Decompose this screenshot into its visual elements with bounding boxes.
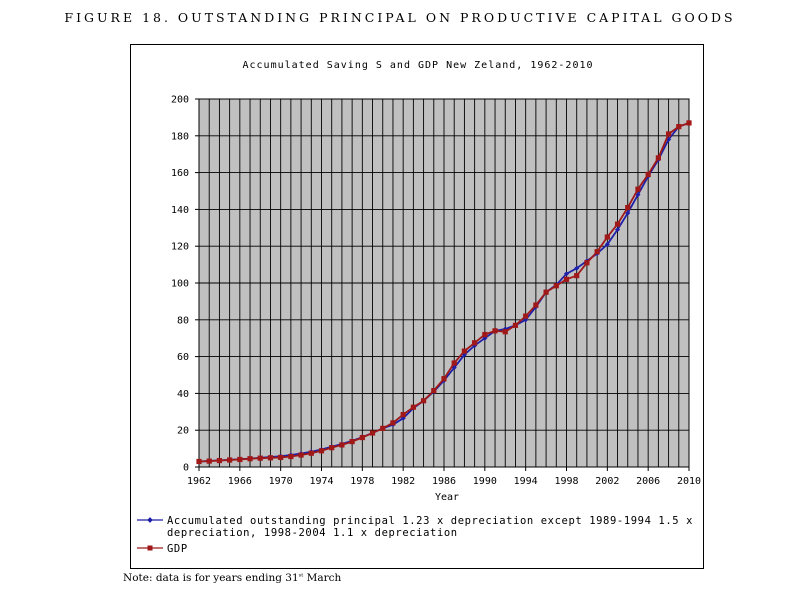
- legend-label-gdp: GDP: [167, 543, 188, 555]
- data-point-gdp: [369, 430, 376, 436]
- data-point-gdp: [441, 376, 447, 382]
- footnote-text: Note: data is for years ending 31: [123, 572, 299, 584]
- plot-area: 0 20 40 60 80 100 120 140 160 180 200 1962 1966 1970 1…: [171, 95, 701, 488]
- x-tick-label: 1994: [514, 476, 538, 487]
- data-point-gdp: [604, 234, 610, 240]
- data-point-gdp: [482, 331, 488, 338]
- data-point-gdp: [278, 454, 284, 461]
- data-point-gdp: [318, 448, 325, 454]
- x-tick-label: 1974: [309, 476, 333, 487]
- chart-title: Accumulated Saving S and GDP New Zeland,…: [242, 60, 593, 71]
- data-point-gdp: [574, 273, 580, 279]
- data-point-gdp: [247, 456, 253, 462]
- data-point-gdp: [390, 420, 396, 426]
- y-tick-label: 20: [177, 426, 189, 437]
- y-tick-label: 100: [171, 279, 189, 290]
- data-point-gdp: [359, 434, 365, 441]
- data-point-principal: [614, 227, 621, 233]
- data-point-gdp: [533, 302, 539, 308]
- data-point-gdp: [298, 452, 304, 458]
- data-point-gdp: [543, 289, 549, 295]
- footnote-superscript: st: [298, 572, 304, 579]
- data-point-gdp: [635, 186, 641, 192]
- data-point-gdp: [237, 456, 243, 463]
- y-tick-label: 160: [171, 168, 189, 179]
- x-tick-label: 2002: [595, 476, 619, 487]
- data-point-principal: [574, 265, 580, 271]
- y-tick-label: 180: [171, 131, 189, 142]
- x-tick-label: 2006: [636, 476, 660, 487]
- y-tick-label: 140: [171, 205, 189, 216]
- data-point-gdp: [329, 445, 335, 451]
- data-point-gdp: [308, 450, 314, 456]
- data-point-gdp: [420, 398, 427, 404]
- x-tick-label: 1990: [473, 476, 497, 487]
- data-point-gdp: [227, 457, 233, 463]
- data-point-gdp: [502, 329, 508, 335]
- legend-marker-gdp: [147, 545, 153, 551]
- data-point-gdp: [512, 322, 519, 328]
- data-point-gdp: [339, 442, 345, 448]
- y-tick-label: 120: [171, 242, 189, 253]
- data-point-gdp: [349, 439, 355, 445]
- data-point-gdp: [431, 388, 437, 394]
- data-point-gdp: [563, 276, 570, 282]
- y-tick-label: 40: [177, 389, 189, 400]
- y-tick-label: 200: [171, 95, 189, 106]
- figure-title: FIGURE 18. OUTSTANDING PRINCIPAL ON PROD…: [64, 10, 736, 25]
- data-point-gdp: [196, 458, 202, 465]
- data-point-gdp: [206, 458, 212, 464]
- chart-frame: Accumulated Saving S and GDP New Zeland,…: [130, 44, 704, 569]
- x-tick-label: 1986: [432, 476, 456, 487]
- data-point-gdp: [523, 313, 529, 319]
- y-tick-label: 80: [177, 315, 189, 326]
- x-tick-label: 1982: [391, 476, 415, 487]
- legend-label-principal-line2: depreciation, 1998-2004 1.1 x depreciati…: [167, 527, 458, 539]
- data-point-gdp: [472, 340, 478, 346]
- data-point-gdp: [645, 171, 651, 178]
- legend-marker-principal: [147, 517, 153, 523]
- data-point-gdp: [257, 455, 263, 461]
- data-point-gdp: [288, 453, 294, 460]
- data-point-gdp: [216, 457, 223, 464]
- data-point-gdp: [584, 260, 590, 266]
- data-point-gdp: [614, 221, 621, 227]
- data-point-gdp: [492, 328, 498, 334]
- data-point-gdp: [625, 204, 631, 211]
- data-point-gdp: [553, 283, 559, 289]
- footnote: Note: data is for years ending 31st Marc…: [123, 572, 341, 584]
- y-tick-label: 0: [183, 463, 189, 474]
- data-point-gdp: [451, 360, 457, 366]
- x-tick-label: 2010: [677, 476, 701, 487]
- x-tick-label: 1970: [269, 476, 293, 487]
- legend-item-gdp: GDP: [137, 543, 188, 555]
- data-point-gdp: [461, 348, 468, 354]
- data-point-gdp: [267, 455, 274, 461]
- x-tick-label: 1966: [228, 476, 252, 487]
- legend-item-principal: Accumulated outstanding principal 1.23 x…: [137, 515, 693, 539]
- y-tick-label: 60: [177, 352, 189, 363]
- chart-svg: Accumulated Saving S and GDP New Zeland,…: [137, 60, 701, 555]
- data-point-gdp: [400, 411, 406, 418]
- x-tick-label: 1978: [350, 476, 374, 487]
- legend: Accumulated outstanding principal 1.23 x…: [137, 515, 693, 555]
- x-tick-label: 1962: [187, 476, 211, 487]
- data-point-gdp: [686, 120, 692, 126]
- data-point-gdp: [594, 249, 600, 255]
- data-point-gdp: [380, 425, 386, 431]
- legend-label-principal-line1: Accumulated outstanding principal 1.23 x…: [167, 515, 693, 527]
- x-axis-label: Year: [435, 492, 459, 503]
- data-point-gdp: [665, 131, 672, 137]
- data-point-gdp: [655, 155, 661, 161]
- x-tick-label: 1998: [554, 476, 578, 487]
- footnote-suffix: March: [303, 572, 342, 584]
- data-point-gdp: [676, 124, 682, 130]
- data-point-gdp: [410, 404, 416, 410]
